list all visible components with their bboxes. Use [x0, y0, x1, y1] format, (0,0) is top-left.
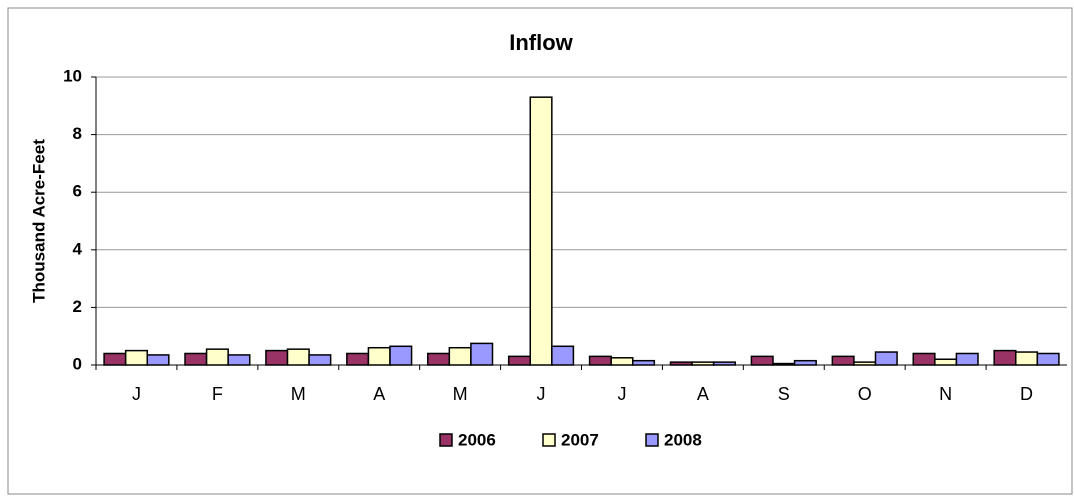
x-tick-label: D: [1020, 384, 1033, 404]
y-tick-label: 0: [73, 354, 82, 373]
bar: [793, 359, 817, 366]
y-tick-label: 10: [63, 66, 82, 85]
x-tick-label: J: [537, 384, 546, 404]
bar: [610, 357, 634, 366]
legend-swatch: [645, 433, 659, 447]
bar: [993, 349, 1017, 366]
bar: [346, 352, 370, 366]
bar: [367, 346, 391, 366]
legend-label: 2008: [664, 430, 702, 449]
legend-swatch: [439, 433, 453, 447]
x-tick-label: A: [697, 384, 709, 404]
x-tick-label: N: [939, 384, 952, 404]
bar: [103, 352, 127, 366]
x-tick-label: M: [453, 384, 468, 404]
bar: [146, 354, 170, 366]
bar: [507, 355, 532, 366]
bar: [529, 96, 553, 366]
bar: [588, 355, 612, 366]
y-axis-title: Thousand Acre-Feet: [29, 139, 48, 303]
bar: [470, 342, 494, 366]
x-tick-label: J: [617, 384, 626, 404]
bar: [205, 348, 229, 366]
x-tick-label: F: [212, 384, 223, 404]
legend-label: 2007: [561, 430, 599, 449]
bar: [448, 346, 472, 366]
bar: [874, 351, 898, 366]
x-tick-label: J: [132, 384, 141, 404]
bar: [1036, 352, 1060, 366]
bar: [912, 352, 936, 366]
y-tick-label: 2: [73, 297, 82, 316]
bar: [308, 354, 332, 366]
bar: [750, 355, 774, 366]
bar: [427, 352, 451, 366]
bar: [551, 345, 575, 366]
bar: [389, 345, 413, 366]
bar: [265, 349, 289, 366]
bar: [286, 348, 310, 366]
bar: [184, 352, 208, 366]
chart-title: Inflow: [509, 30, 573, 55]
y-tick-label: 8: [73, 124, 82, 143]
x-tick-label: A: [373, 384, 385, 404]
legend-label: 2006: [458, 430, 496, 449]
y-tick-label: 4: [73, 239, 83, 258]
bar: [124, 349, 148, 366]
legend-swatch: [542, 433, 556, 447]
bar: [955, 352, 979, 366]
y-tick-label: 6: [73, 182, 82, 201]
x-tick-label: S: [778, 384, 790, 404]
bar: [934, 358, 958, 366]
bar: [831, 355, 855, 366]
bar: [631, 359, 656, 366]
bar: [1015, 351, 1039, 366]
x-tick-label: M: [291, 384, 306, 404]
bar: [227, 354, 251, 366]
x-tick-label: O: [858, 384, 872, 404]
